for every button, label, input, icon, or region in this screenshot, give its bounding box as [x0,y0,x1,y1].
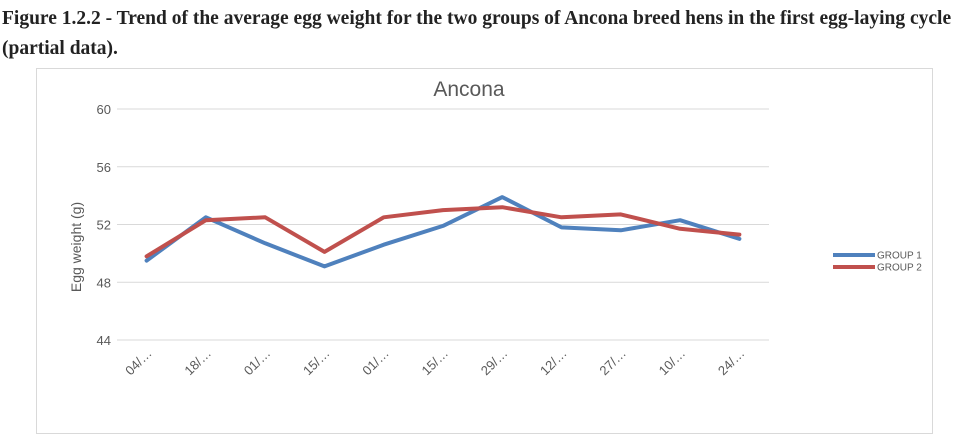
x-tick-label: 15/… [300,346,333,379]
legend-label: GROUP 2 [877,263,922,274]
y-tick-label: 52 [97,218,111,233]
x-tick-label: 01/… [359,346,392,379]
y-tick-label: 56 [97,160,111,175]
chart-area: Ancona Egg weight (g) 44 48 52 56 60 04/… 18/… [36,68,933,434]
y-tick-label: 60 [97,102,111,117]
series-line-group-1 [144,195,742,269]
series-line-group-2 [144,205,742,259]
line-chart: Ancona Egg weight (g) 44 48 52 56 60 04/… 18/… [68,78,922,379]
chart-title: Ancona [433,78,505,101]
legend-label: GROUP 1 [877,251,922,262]
x-tick-label: 27/… [596,346,629,379]
x-tick-label: 01/… [241,346,274,379]
y-tick-label: 44 [97,333,111,348]
x-tick-label: 12/… [537,346,570,379]
x-tick-label: 18/… [181,346,214,379]
x-tick-label: 24/… [715,346,748,379]
x-tick-label: 10/… [656,346,689,379]
series-lines [144,195,742,269]
x-tick-label: 15/… [419,346,452,379]
y-tick-labels: 44 48 52 56 60 [97,102,111,348]
figure-caption: Figure 1.2.2 - Trend of the average egg … [2,8,952,59]
x-tick-label: 29/… [478,346,511,379]
y-tick-label: 48 [97,275,111,290]
x-tick-label: 04/… [122,346,155,379]
y-axis-label: Egg weight (g) [68,202,84,292]
x-tick-labels: 04/… 18/… 01/… 15/… 01/… 15/… 29/… 12/… 27/… 10/…… [122,346,747,379]
